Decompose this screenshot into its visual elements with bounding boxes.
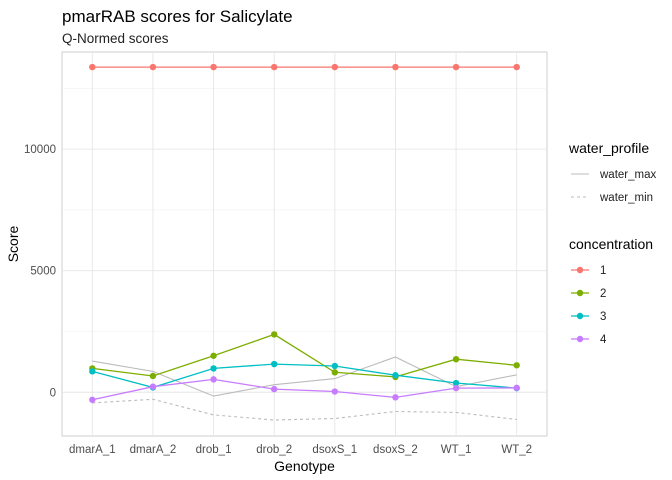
data-point-concentration-4: [89, 396, 96, 403]
chart-title: pmarRAB scores for Salicylate: [62, 7, 293, 26]
data-point-concentration-2: [270, 331, 278, 338]
legend-key-point-concentration-1: [576, 266, 584, 274]
series-line-water-min: [92, 398, 517, 421]
data-point-concentration-1: [452, 63, 460, 71]
x-tick-label: dsoxS_1: [312, 444, 357, 456]
legend-label-water-max: water_max: [599, 169, 656, 181]
legend-key-point-concentration-3: [576, 312, 584, 320]
data-point-concentration-3: [392, 372, 399, 379]
data-point-concentration-1: [392, 63, 399, 71]
legend-key-point-concentration-2: [576, 289, 584, 297]
chart-subtitle: Q-Normed scores: [62, 31, 169, 46]
legend-label-concentration-2: 2: [600, 288, 606, 300]
x-tick-label: drob_2: [256, 444, 292, 456]
data-point-concentration-2: [513, 362, 520, 369]
x-tick-label: dmarA_2: [130, 444, 177, 456]
data-point-concentration-2: [331, 369, 339, 376]
data-point-concentration-1: [513, 63, 520, 71]
y-axis-ticks: 0 5000 10000: [24, 144, 56, 399]
data-point-concentration-3: [270, 360, 278, 368]
legend-label-concentration-3: 3: [600, 311, 606, 323]
data-point-concentration-3: [89, 368, 96, 375]
data-point-concentration-2: [210, 352, 217, 359]
data-point-concentration-1: [270, 63, 278, 71]
data-point-concentration-2: [149, 372, 157, 380]
legend-label-concentration-1: 1: [600, 265, 606, 277]
legend-label-concentration-4: 4: [600, 334, 607, 346]
grid: [62, 52, 547, 436]
series-line-concentration-2: [92, 333, 517, 378]
y-tick-label: 5000: [30, 266, 56, 278]
data-point-concentration-4: [210, 376, 217, 383]
legend: water_profile water_max water_min concent…: [568, 140, 656, 346]
legend-title-concentration: concentration: [569, 236, 653, 252]
data-point-concentration-4: [270, 385, 278, 393]
x-tick-label: dsoxS_2: [373, 444, 418, 456]
series-line-concentration-3: [92, 363, 517, 389]
x-axis-title: Genotype: [274, 458, 335, 474]
y-axis-title: Score: [5, 226, 21, 263]
data-point-concentration-4: [513, 384, 520, 392]
x-axis-ticks: dmarA_1 dmarA_2 drob_1 drob_2 dsoxS_1 dsoxS_2…: [69, 444, 532, 456]
series-line-concentration-4: [92, 378, 517, 401]
legend-key-point-concentration-4: [576, 335, 584, 343]
legend-title-water-profile: water_profile: [568, 140, 649, 156]
x-tick-label: WT_2: [501, 444, 532, 456]
y-tick-label: 0: [50, 387, 56, 399]
data-point-concentration-1: [210, 63, 217, 71]
data-point-concentration-4: [392, 394, 399, 401]
data-point-concentration-3: [210, 365, 217, 372]
data-point-concentration-3: [452, 379, 460, 387]
legend-label-water-min: water_min: [599, 192, 653, 204]
data-point-concentration-4: [149, 383, 157, 390]
data-point-concentration-3: [331, 362, 339, 370]
data-point-concentration-2: [452, 356, 460, 363]
x-tick-label: dmarA_1: [69, 444, 116, 456]
data-point-concentration-1: [149, 63, 157, 71]
data-point-concentration-1: [89, 63, 96, 71]
plot-panel: [61, 51, 548, 437]
data-point-concentration-4: [452, 384, 460, 392]
series-layer: [89, 63, 520, 421]
x-tick-label: WT_1: [441, 444, 472, 456]
y-tick-label: 10000: [24, 144, 56, 156]
data-point-concentration-1: [331, 63, 339, 71]
data-point-concentration-4: [331, 388, 339, 395]
x-tick-label: drob_1: [196, 444, 232, 456]
